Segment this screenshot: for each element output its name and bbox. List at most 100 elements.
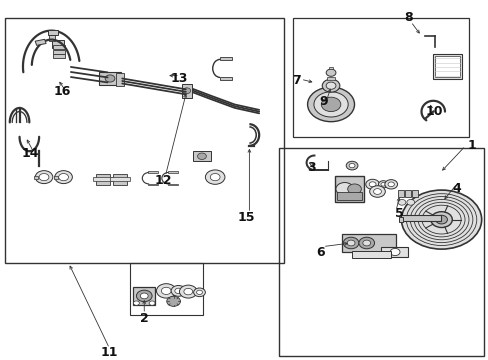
Circle shape [435,215,447,224]
Circle shape [39,174,49,181]
Circle shape [161,287,171,294]
Text: 15: 15 [237,211,254,224]
Circle shape [55,171,72,184]
Circle shape [430,212,451,228]
Circle shape [406,199,414,205]
Bar [129,263,203,315]
Bar [116,73,123,86]
Circle shape [105,75,115,82]
Bar [34,176,38,179]
Circle shape [389,248,399,256]
Text: 12: 12 [154,174,172,187]
Circle shape [346,161,357,170]
Bar [351,251,390,258]
Circle shape [362,240,370,246]
Circle shape [136,290,152,302]
Circle shape [387,182,393,186]
Circle shape [210,174,220,181]
Bar [99,72,121,85]
Bar [53,45,64,49]
Text: 3: 3 [306,161,315,174]
Bar [404,190,410,197]
Bar [53,54,64,58]
Text: 14: 14 [22,147,40,159]
Circle shape [175,288,182,294]
Circle shape [384,180,397,189]
Bar [93,177,112,181]
Circle shape [196,290,202,294]
Circle shape [193,288,205,297]
Bar [398,217,403,222]
Text: 10: 10 [425,105,442,118]
Bar [49,35,55,41]
Bar [334,176,364,202]
Circle shape [183,88,190,94]
Bar [5,18,283,263]
Bar [278,148,483,356]
Text: 13: 13 [170,72,187,85]
Bar [48,30,58,35]
Bar [52,40,64,48]
Bar [167,171,177,173]
Text: 11: 11 [101,346,118,359]
Bar [328,67,333,69]
Circle shape [59,174,68,181]
Circle shape [156,284,176,298]
Circle shape [171,285,185,296]
Circle shape [35,171,53,184]
Circle shape [347,184,361,194]
Bar [182,84,191,98]
Bar [434,56,459,77]
Text: 4: 4 [452,183,461,195]
Circle shape [368,182,375,187]
Circle shape [401,190,481,249]
Bar [53,50,64,54]
Circle shape [380,183,385,186]
Circle shape [307,87,354,122]
Text: 16: 16 [54,85,71,98]
Text: 7: 7 [291,75,300,87]
Bar [167,184,177,185]
Text: 1: 1 [467,139,475,152]
Bar [411,190,417,197]
Bar [293,18,468,137]
Circle shape [369,186,385,197]
Bar [96,174,109,185]
Circle shape [343,237,358,249]
Circle shape [346,240,354,246]
Bar [342,234,395,252]
Circle shape [183,288,192,295]
Circle shape [179,285,197,298]
Circle shape [378,181,387,188]
Circle shape [373,189,381,194]
Circle shape [313,92,347,117]
Bar [220,77,232,80]
Circle shape [358,237,374,249]
Bar [397,190,403,197]
Circle shape [140,293,148,299]
Circle shape [205,170,224,184]
Bar [400,215,440,221]
Bar [432,54,461,79]
Text: 8: 8 [404,11,412,24]
Bar [326,77,334,80]
Text: 2: 2 [140,312,148,325]
Circle shape [325,82,335,89]
Text: 5: 5 [394,207,403,220]
Bar [220,57,232,60]
Bar [133,287,155,305]
Circle shape [365,179,379,189]
Circle shape [397,199,405,205]
Circle shape [197,153,206,159]
Circle shape [322,79,339,92]
Circle shape [133,301,139,305]
Bar [336,192,362,200]
Circle shape [325,69,335,76]
Text: 6: 6 [316,246,325,259]
Circle shape [348,163,354,168]
Bar [35,39,46,45]
Bar [148,184,158,185]
Circle shape [149,301,155,305]
Bar [54,176,58,179]
Bar [193,151,210,161]
